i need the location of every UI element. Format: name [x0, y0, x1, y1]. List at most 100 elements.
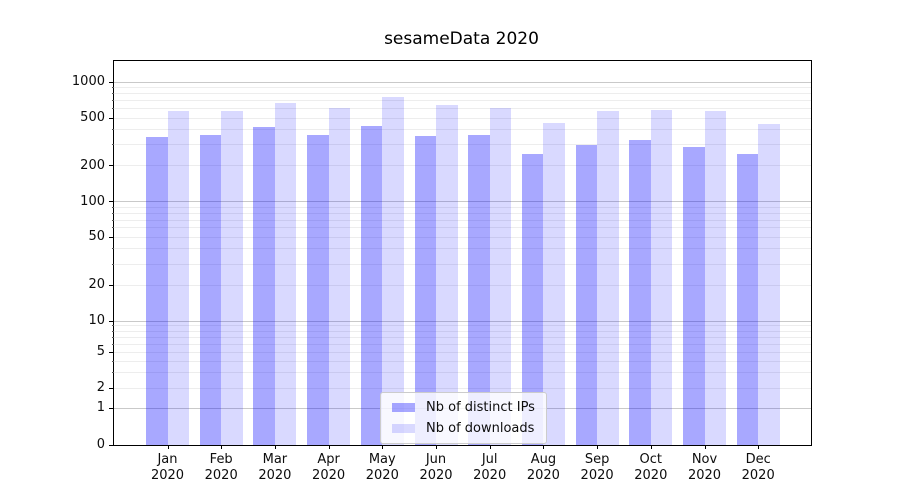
- x-tick-mark: [489, 445, 491, 449]
- x-tick-label-year: 2020: [473, 467, 507, 483]
- x-tick-label-month: Feb: [209, 452, 233, 467]
- bar-distinct-ips: [575, 144, 598, 445]
- x-tick-mark: [167, 445, 169, 449]
- legend-item: Nb of distinct IPs: [392, 400, 535, 415]
- gridline-minor: [114, 100, 811, 102]
- legend-label: Nb of distinct IPs: [426, 400, 535, 415]
- gridline-minor: [114, 371, 811, 373]
- gridline-minor: [114, 227, 811, 229]
- bar-distinct-ips: [736, 154, 759, 445]
- y-minor-tick-mark: [111, 100, 114, 102]
- y-tick-label: 0: [96, 437, 105, 452]
- plot-area: Jan 2020 Feb 2020 Mar 2020 Apr 2020 May 2020 Jun 20…: [72, 60, 812, 483]
- x-tick-label: Oct 2020: [619, 452, 683, 483]
- bar-downloads: [167, 110, 189, 445]
- y-minor-tick-mark: [111, 343, 114, 345]
- bar-downloads: [704, 111, 726, 445]
- y-tick-mark: [109, 284, 114, 286]
- bar-downloads: [650, 110, 673, 445]
- y-tick-label: 1: [96, 400, 105, 416]
- x-tick-mark: [221, 445, 223, 449]
- x-tick-label: Mar 2020: [243, 452, 307, 483]
- y-tick-label: 10: [88, 313, 105, 328]
- bar-downloads: [328, 108, 351, 445]
- bar-downloads: [543, 122, 565, 445]
- legend: Nb of distinct IPs Nb of downloads: [380, 392, 547, 444]
- x-tick-label: Aug 2020: [511, 452, 575, 483]
- gridline-minor: [114, 236, 811, 238]
- gridline-minor: [114, 206, 811, 208]
- y-tick-mark: [109, 351, 114, 353]
- x-tick-label-year: 2020: [526, 467, 560, 483]
- x-tick-label-month: Jun: [425, 452, 447, 467]
- gridline-minor: [114, 108, 811, 110]
- x-tick-label-month: Mar: [262, 452, 288, 467]
- x-tick-mark: [328, 445, 330, 449]
- x-tick-label-month: Nov: [691, 452, 718, 467]
- gridline-major: [114, 320, 811, 322]
- x-tick-label: Jul 2020: [458, 452, 522, 483]
- gridline-minor: [114, 248, 811, 250]
- bar-downloads: [382, 97, 404, 445]
- y-tick-label: 100: [80, 193, 105, 209]
- x-tick-label: Nov 2020: [673, 452, 737, 483]
- x-tick-label-year: 2020: [258, 467, 292, 483]
- chart-title: sesameData 2020: [384, 29, 539, 49]
- bar-distinct-ips: [468, 134, 490, 445]
- x-tick-label-month: Jan: [157, 452, 178, 467]
- x-tick-label-month: Jul: [481, 452, 498, 467]
- bar-downloads: [597, 110, 619, 445]
- y-tick-label: 1000: [71, 74, 105, 90]
- bar-downloads: [758, 124, 780, 445]
- gridline-minor: [114, 165, 811, 167]
- legend-swatch: [392, 403, 415, 412]
- y-minor-tick-mark: [111, 206, 114, 208]
- bar-distinct-ips: [414, 136, 436, 445]
- bar-distinct-ips: [521, 154, 544, 445]
- x-tick-label-year: 2020: [150, 467, 185, 483]
- y-tick-label: 2: [96, 380, 105, 396]
- x-tick-label: Sep 2020: [565, 452, 629, 483]
- bar-downloads: [489, 107, 512, 445]
- x-tick-mark: [597, 445, 599, 449]
- gridline-minor: [114, 336, 811, 338]
- gridline-minor: [114, 330, 811, 332]
- x-tick-label-month: Aug: [530, 452, 557, 467]
- y-tick-mark: [109, 165, 114, 167]
- x-tick-mark: [704, 445, 706, 449]
- gridline-minor: [114, 351, 811, 353]
- x-tick-label-year: 2020: [634, 467, 668, 483]
- gridline-minor: [114, 117, 811, 119]
- x-tick-label-month: Sep: [584, 452, 610, 467]
- y-tick-mark: [109, 236, 114, 238]
- x-tick-label-month: Oct: [639, 452, 663, 467]
- gridline-minor: [114, 360, 811, 362]
- gridline-minor: [114, 387, 811, 389]
- bar-distinct-ips: [360, 126, 383, 445]
- bar-distinct-ips: [683, 146, 705, 445]
- x-tick-label-month: May: [368, 452, 396, 467]
- x-tick-mark: [650, 445, 652, 449]
- x-tick-label-year: 2020: [365, 467, 399, 483]
- y-tick-mark: [109, 81, 114, 83]
- x-tick-mark: [543, 445, 545, 449]
- x-tick-label: May 2020: [350, 452, 414, 483]
- bar-downloads: [221, 110, 243, 445]
- y-tick-label: 200: [80, 157, 105, 173]
- x-tick-label-year: 2020: [741, 467, 775, 483]
- legend-label: Nb of downloads: [426, 421, 535, 436]
- x-tick-label-year: 2020: [204, 467, 238, 483]
- y-minor-tick-mark: [111, 330, 114, 332]
- gridline-minor: [114, 219, 811, 221]
- y-tick-mark: [109, 444, 114, 446]
- gridline-major: [114, 201, 811, 203]
- y-minor-tick-mark: [111, 144, 114, 146]
- y-minor-tick-mark: [111, 108, 114, 110]
- gridline-minor: [114, 87, 811, 89]
- x-tick-mark: [274, 445, 276, 449]
- bar-distinct-ips: [253, 127, 275, 445]
- y-minor-tick-mark: [111, 212, 114, 214]
- x-tick-mark: [382, 445, 384, 449]
- y-minor-tick-mark: [111, 227, 114, 229]
